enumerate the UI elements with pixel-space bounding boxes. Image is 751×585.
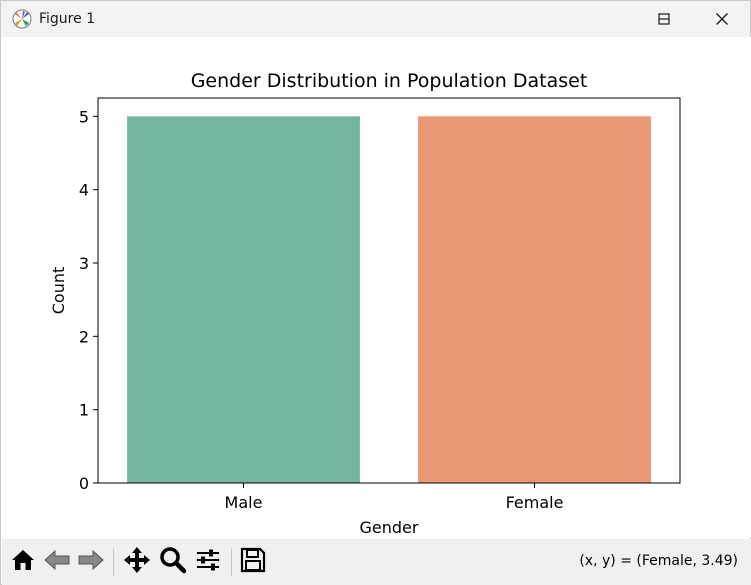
configure-subplots-button[interactable] — [193, 547, 223, 577]
pan-icon — [123, 546, 151, 578]
app-icon — [12, 9, 32, 29]
y-tick-label: 0 — [79, 474, 89, 493]
minimize-spacer — [577, 1, 635, 37]
bar-female — [418, 116, 651, 483]
toolbar-separator — [113, 548, 114, 576]
close-button[interactable] — [693, 1, 751, 37]
save-button[interactable] — [238, 547, 268, 577]
configure-subplots-icon — [195, 547, 221, 577]
axes-frame — [97, 97, 681, 484]
plot-area[interactable]: Gender Distribution in Population Datase… — [2, 37, 751, 537]
maximize-button[interactable] — [635, 1, 693, 37]
x-tick-label: Female — [506, 493, 564, 512]
y-tick-label: 5 — [79, 107, 89, 126]
zoom-icon — [159, 546, 187, 578]
forward-icon — [77, 547, 105, 577]
y-tick-label: 3 — [79, 254, 89, 273]
chart-title: Gender Distribution in Population Datase… — [191, 70, 588, 92]
zoom-button[interactable] — [158, 547, 188, 577]
x-axis-label: Gender — [360, 518, 419, 537]
save-icon — [240, 547, 266, 577]
pan-button[interactable] — [122, 547, 152, 577]
navigation-toolbar: (x, y) = (Female, 3.49) — [2, 539, 751, 585]
y-tick-label: 1 — [79, 401, 89, 420]
home-button[interactable] — [8, 547, 38, 577]
maximize-icon — [658, 13, 670, 25]
y-axis-label: Count — [49, 267, 68, 315]
toolbar-separator — [231, 548, 232, 576]
back-icon — [43, 547, 71, 577]
bar-chart: Gender Distribution in Population Datase… — [49, 70, 681, 537]
minimize-button[interactable] — [635, 1, 693, 37]
y-tick-label: 4 — [79, 181, 89, 200]
forward-button[interactable] — [76, 547, 106, 577]
back-button[interactable] — [42, 547, 72, 577]
bar-male — [127, 116, 360, 483]
window-title: Figure 1 — [39, 11, 96, 27]
title-bar: Figure 1 — [1, 1, 750, 37]
x-tick-label: Male — [225, 493, 263, 512]
close-icon — [715, 12, 729, 26]
y-tick-label: 2 — [79, 327, 89, 346]
minimize-icon — [658, 13, 670, 25]
home-icon — [10, 547, 36, 577]
cursor-coordinates: (x, y) = (Female, 3.49) — [579, 553, 738, 569]
